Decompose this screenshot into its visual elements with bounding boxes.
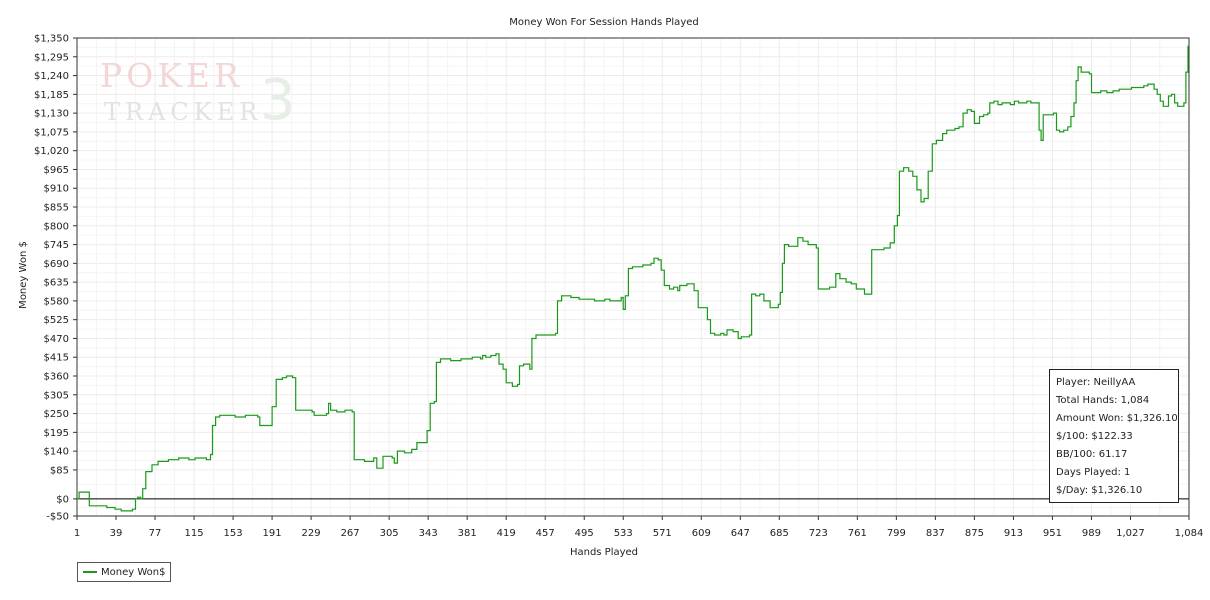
- x-tick-label: 495: [575, 528, 594, 539]
- y-tick-label: $360: [44, 372, 69, 383]
- y-tick-label: $250: [44, 409, 69, 420]
- y-tick-label: $415: [44, 353, 69, 364]
- stat-days-played: Days Played: 1: [1056, 467, 1131, 478]
- legend-label: Money Won$: [101, 566, 166, 578]
- legend-swatch: [83, 571, 97, 573]
- y-tick-label: $525: [44, 315, 69, 326]
- y-tick-label: $800: [44, 221, 69, 232]
- x-tick-label: 1,084: [1175, 528, 1204, 539]
- stat-total-hands: Total Hands: 1,084: [1056, 395, 1150, 406]
- y-tick-label: $470: [44, 334, 69, 345]
- y-tick-label: $1,075: [34, 127, 69, 138]
- x-tick-label: 533: [614, 528, 633, 539]
- plot-area-frame: [76, 37, 1190, 517]
- x-axis-title: Hands Played: [570, 547, 638, 558]
- x-tick-label: 799: [887, 528, 906, 539]
- y-axis: -$50 $0 $85 $140 $195 $250 $305 $360 $415 $470 $52…: [34, 34, 77, 523]
- y-tick-label: $745: [44, 240, 69, 251]
- x-tick-label: 647: [731, 528, 750, 539]
- x-tick-label: 913: [1004, 528, 1023, 539]
- x-tick-label: 267: [341, 528, 360, 539]
- x-tick-label: 723: [809, 528, 828, 539]
- logo-word-tracker: TRACKER: [104, 98, 263, 126]
- x-tick-label: 77: [149, 528, 162, 539]
- x-tick-label: 305: [380, 528, 399, 539]
- x-tick-label: 229: [302, 528, 321, 539]
- x-tick-label: 343: [419, 528, 438, 539]
- x-tick-label: 837: [926, 528, 945, 539]
- y-tick-label: $1,350: [34, 34, 69, 45]
- y-tick-label: $140: [44, 447, 69, 458]
- x-tick-label: 191: [263, 528, 282, 539]
- y-axis-title: Money Won $: [18, 241, 29, 309]
- x-tick-label: 875: [965, 528, 984, 539]
- x-tick-label: 685: [770, 528, 789, 539]
- y-tick-label: $195: [44, 428, 69, 439]
- y-tick-label: $635: [44, 278, 69, 289]
- stat-player: Player: NeillyAA: [1056, 377, 1136, 388]
- player-stats-box: Player: NeillyAA Total Hands: 1,084 Amou…: [1049, 369, 1179, 503]
- x-tick-label: 571: [653, 528, 672, 539]
- x-tick-label: 761: [848, 528, 867, 539]
- chart-legend: Money Won$: [77, 562, 171, 582]
- x-tick-label: 381: [458, 528, 477, 539]
- y-tick-label: -$50: [46, 512, 69, 523]
- y-tick-label: $1,295: [34, 52, 69, 63]
- x-tick-label: 115: [185, 528, 204, 539]
- x-tick-label: 989: [1082, 528, 1101, 539]
- y-tick-label: $965: [44, 165, 69, 176]
- stat-dollars-per-100: $/100: $122.33: [1056, 431, 1133, 442]
- x-tick-label: 457: [536, 528, 555, 539]
- x-tick-label: 1,027: [1116, 528, 1145, 539]
- y-tick-label: $910: [44, 184, 69, 195]
- pokertracker-logo: POKER TRACKER 3: [100, 56, 300, 133]
- stat-bb-per-100: BB/100: 61.17: [1056, 449, 1128, 460]
- stat-dollars-per-day: $/Day: $1,326.10: [1056, 485, 1143, 496]
- series-line-money-won: [77, 45, 1189, 512]
- y-tick-label: $690: [44, 259, 69, 270]
- y-tick-label: $1,130: [34, 109, 69, 120]
- x-tick-label: 951: [1043, 528, 1062, 539]
- logo-number: 3: [260, 68, 296, 133]
- x-axis: 1 39 77 115 153 191 229 267 305 343 381 419 457 495 53…: [74, 516, 1204, 539]
- x-tick-label: 39: [110, 528, 123, 539]
- y-tick-label: $580: [44, 296, 69, 307]
- y-tick-label: $1,240: [34, 71, 69, 82]
- x-tick-label: 609: [692, 528, 711, 539]
- logo-word-poker: POKER: [100, 56, 243, 95]
- y-tick-label: $855: [44, 203, 69, 214]
- chart-title: Money Won For Session Hands Played: [509, 17, 698, 28]
- x-tick-label: 419: [497, 528, 516, 539]
- y-tick-label: $1,185: [34, 90, 69, 101]
- y-tick-label: $305: [44, 390, 69, 401]
- y-tick-label: $0: [56, 494, 69, 505]
- y-tick-label: $1,020: [34, 146, 69, 157]
- x-tick-label: 1: [74, 528, 80, 539]
- x-tick-label: 153: [224, 528, 243, 539]
- stat-amount-won: Amount Won: $1,326.10: [1056, 413, 1178, 424]
- y-tick-label: $85: [50, 465, 69, 476]
